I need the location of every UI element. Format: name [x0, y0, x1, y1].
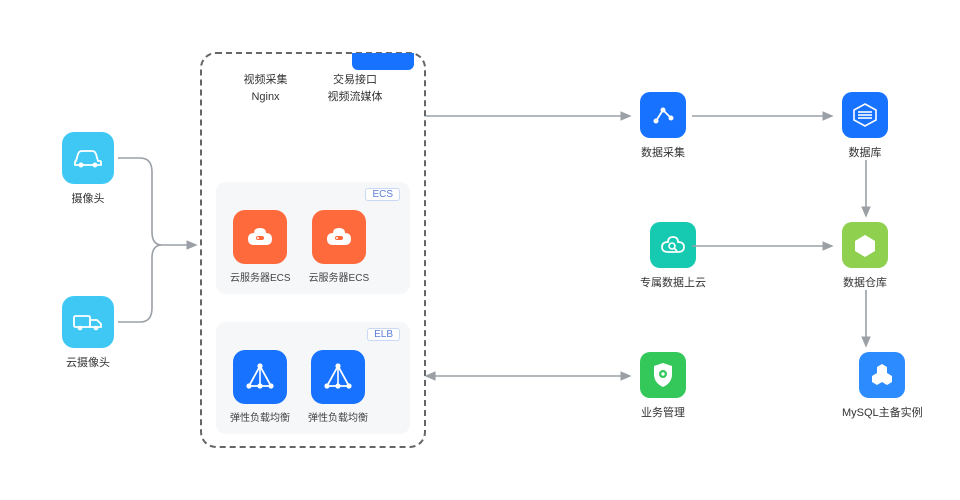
node-database: 数据库: [842, 92, 888, 160]
header-stream: 交易接口 视频流媒体: [328, 72, 383, 105]
ecs-1: 云服务器ECS: [230, 210, 291, 284]
header-l2-1: 视频流媒体: [328, 89, 383, 106]
header-l1-0: 视频采集: [244, 72, 288, 89]
container-header: 视频采集 Nginx 交易接口 视频流媒体: [202, 72, 424, 105]
mysql-label: MySQL主备实例: [842, 404, 923, 420]
diagram-canvas: 摄像头 云摄像头 视频采集 Nginx 交易接口 视频流媒体 ECS: [0, 0, 960, 500]
warehouse-icon: [842, 222, 888, 268]
elb-2: 弹性负载均衡: [308, 350, 368, 424]
cloud-search-icon: [650, 222, 696, 268]
node-biz-mgmt: 业务管理: [640, 352, 686, 420]
header-nginx: 视频采集 Nginx: [244, 72, 288, 105]
truck-icon: [62, 296, 114, 348]
cloud-search-label: 专属数据上云: [640, 274, 706, 290]
elb-icon: [311, 350, 365, 404]
ecs-icon: [233, 210, 287, 264]
node-truck: 云摄像头: [62, 296, 114, 370]
node-car: 摄像头: [62, 132, 114, 206]
ecs-icon: [312, 210, 366, 264]
connectors: [0, 0, 960, 500]
node-mysql: MySQL主备实例: [842, 352, 923, 420]
container-tab: [352, 53, 414, 70]
car-icon: [62, 132, 114, 184]
node-cloud-search: 专属数据上云: [640, 222, 706, 290]
ecs-badge: ECS: [365, 188, 400, 201]
header-l2-0: Nginx: [244, 89, 288, 106]
elb-2-label: 弹性负载均衡: [308, 409, 368, 424]
ecs-1-label: 云服务器ECS: [230, 269, 291, 284]
data-collect-label: 数据采集: [641, 144, 685, 160]
mysql-icon: [859, 352, 905, 398]
shield-gear-icon: [640, 352, 686, 398]
ecs-group: ECS 云服务器ECS 云服务器ECS: [216, 182, 410, 294]
elb-icon: [233, 350, 287, 404]
node-data-warehouse: 数据仓库: [842, 222, 888, 290]
database-label: 数据库: [849, 144, 882, 160]
node-data-collect: 数据采集: [640, 92, 686, 160]
database-icon: [842, 92, 888, 138]
ecs-2-label: 云服务器ECS: [309, 269, 370, 284]
ecs-2: 云服务器ECS: [309, 210, 370, 284]
data-collect-icon: [640, 92, 686, 138]
header-l1-1: 交易接口: [328, 72, 383, 89]
app-container: 视频采集 Nginx 交易接口 视频流媒体 ECS 云服务器ECS: [200, 52, 426, 448]
elb-1-label: 弹性负载均衡: [230, 409, 290, 424]
node-truck-label: 云摄像头: [66, 354, 110, 370]
node-car-label: 摄像头: [72, 190, 105, 206]
warehouse-label: 数据仓库: [843, 274, 887, 290]
elb-group: ELB 弹性负载均衡 弹性负载均衡: [216, 322, 410, 434]
biz-mgmt-label: 业务管理: [641, 404, 685, 420]
elb-1: 弹性负载均衡: [230, 350, 290, 424]
elb-badge: ELB: [367, 328, 400, 341]
